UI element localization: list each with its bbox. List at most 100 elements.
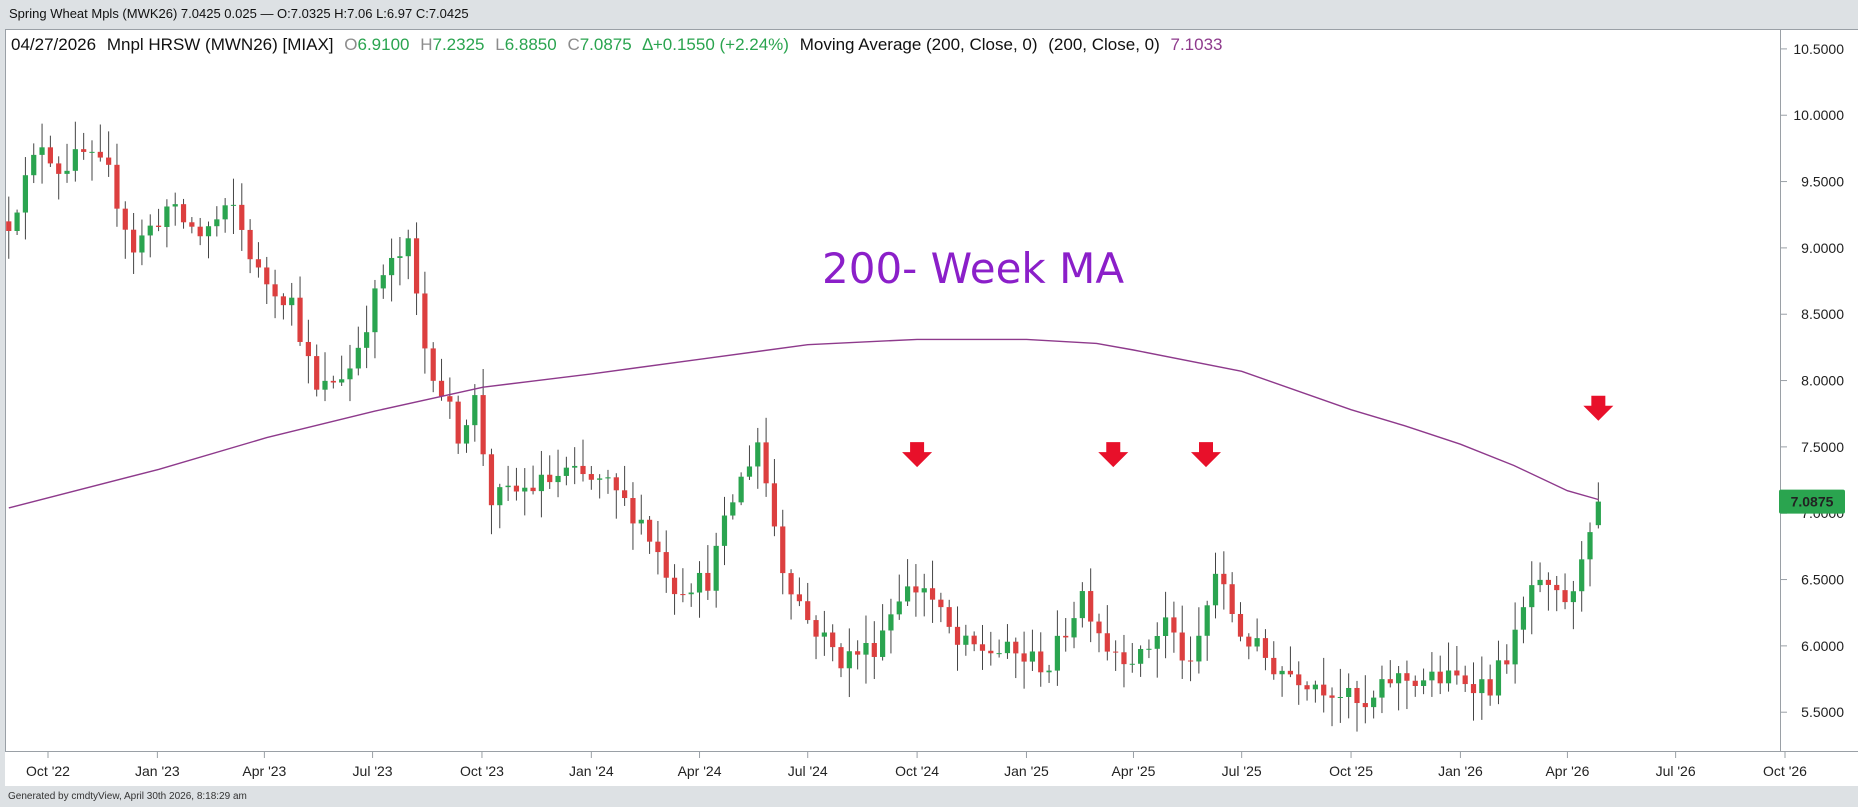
candle-body	[455, 401, 461, 444]
legend-low: 6.8850	[505, 35, 557, 54]
candle-body	[1104, 633, 1110, 652]
candle-body	[563, 467, 569, 476]
candle-body	[1404, 673, 1410, 681]
candle-body	[1537, 579, 1543, 586]
legend-symbol: Mnpl HRSW (MWN26) [MIAX]	[107, 35, 334, 54]
candle-body	[280, 296, 287, 306]
candle-body	[1312, 684, 1318, 690]
candle-body	[1146, 648, 1152, 650]
x-tick-label: Jul '23	[353, 763, 393, 779]
candle-body	[347, 368, 353, 380]
candle-body	[896, 601, 902, 615]
x-tick-label: Jul '25	[1222, 763, 1262, 779]
candle-body	[1179, 632, 1185, 661]
candle-body	[1121, 652, 1127, 665]
candle-body	[1337, 696, 1343, 698]
candle-body	[880, 630, 886, 657]
candle-body	[122, 208, 128, 230]
candle-body	[1187, 660, 1194, 662]
candle-body	[222, 205, 228, 220]
candle-body	[622, 490, 628, 499]
candle-body	[904, 586, 911, 602]
candle-body	[1479, 679, 1485, 694]
x-tick-label: Jan '25	[1004, 763, 1049, 779]
candle-body	[314, 356, 320, 390]
y-tick-label: 9.5000	[1801, 174, 1844, 190]
candle-body	[56, 163, 62, 174]
candle-body	[180, 204, 187, 223]
candle-body	[1171, 617, 1177, 633]
candle-body	[1038, 651, 1044, 673]
candle-body	[364, 332, 370, 348]
candle-body	[830, 632, 836, 648]
candle-body	[39, 147, 45, 155]
candle-body	[646, 519, 653, 542]
candle-body	[430, 348, 436, 381]
price-axis[interactable]	[1781, 29, 1858, 752]
plot-area[interactable]	[5, 29, 1781, 752]
last-price-marker: 7.0875	[1779, 489, 1845, 514]
candle-body	[821, 632, 827, 637]
y-tick-label: 8.0000	[1801, 373, 1844, 389]
candle-body	[89, 151, 95, 153]
candle-body	[131, 229, 137, 253]
candle-body	[1212, 573, 1219, 606]
candle-body	[963, 635, 969, 645]
candle-body	[555, 475, 561, 483]
candle-body	[1004, 641, 1011, 654]
candle-body	[463, 425, 470, 444]
candle-body	[264, 267, 270, 285]
legend-c-label: C	[567, 35, 579, 54]
candle-body	[1371, 697, 1377, 708]
candles	[6, 121, 1601, 732]
x-tick-label: Jul '24	[788, 763, 828, 779]
candle-body	[205, 226, 212, 237]
candle-body	[114, 164, 120, 209]
candle-body	[1437, 671, 1443, 684]
candle-body	[1487, 679, 1493, 696]
sell-arrow-jun-2025	[1191, 442, 1221, 468]
last-price-box	[1779, 489, 1845, 514]
x-tick-label: Jan '24	[569, 763, 614, 779]
candle-body	[355, 347, 361, 369]
candle-body	[1129, 663, 1135, 665]
candle-body	[671, 577, 678, 595]
candle-body	[1046, 670, 1052, 673]
candle-body	[605, 477, 611, 479]
candle-body	[1429, 671, 1435, 681]
x-tick-label: Jan '26	[1438, 763, 1483, 779]
legend-study: Moving Average (200, Close, 0)	[800, 35, 1038, 54]
y-tick-label: 9.0000	[1801, 240, 1844, 256]
candle-body	[305, 341, 311, 357]
candle-body	[938, 599, 944, 608]
candle-body	[1445, 670, 1452, 684]
candle-body	[738, 476, 744, 503]
candle-body	[855, 651, 861, 655]
x-tick-labels: Oct '22 Jan '23 Apr '23 Jul '23 Oct '23 Jan '…	[26, 763, 1807, 779]
candle-body	[1570, 591, 1576, 603]
candle-body	[380, 275, 386, 289]
candle-body	[913, 586, 919, 593]
candle-body	[796, 594, 802, 602]
candle-body	[1138, 648, 1144, 664]
candle-body	[155, 225, 162, 227]
candle-body	[713, 545, 719, 591]
legend-o-label: O	[344, 35, 357, 54]
candle-body	[1321, 684, 1327, 696]
candle-body	[139, 235, 145, 253]
time-axis[interactable]	[5, 752, 1858, 786]
candle-body	[397, 256, 403, 258]
candle-body	[372, 288, 378, 333]
y-tick-label: 8.5000	[1801, 306, 1844, 322]
candle-body	[81, 149, 87, 152]
candle-body	[1379, 679, 1385, 698]
candle-body	[979, 644, 986, 651]
candle-body	[255, 259, 262, 268]
candle-body	[1346, 687, 1352, 697]
candle-body	[838, 647, 844, 669]
candle-body	[480, 395, 486, 455]
x-tick-label: Apr '24	[678, 763, 722, 779]
candle-body	[31, 154, 37, 176]
candle-body	[755, 442, 761, 467]
